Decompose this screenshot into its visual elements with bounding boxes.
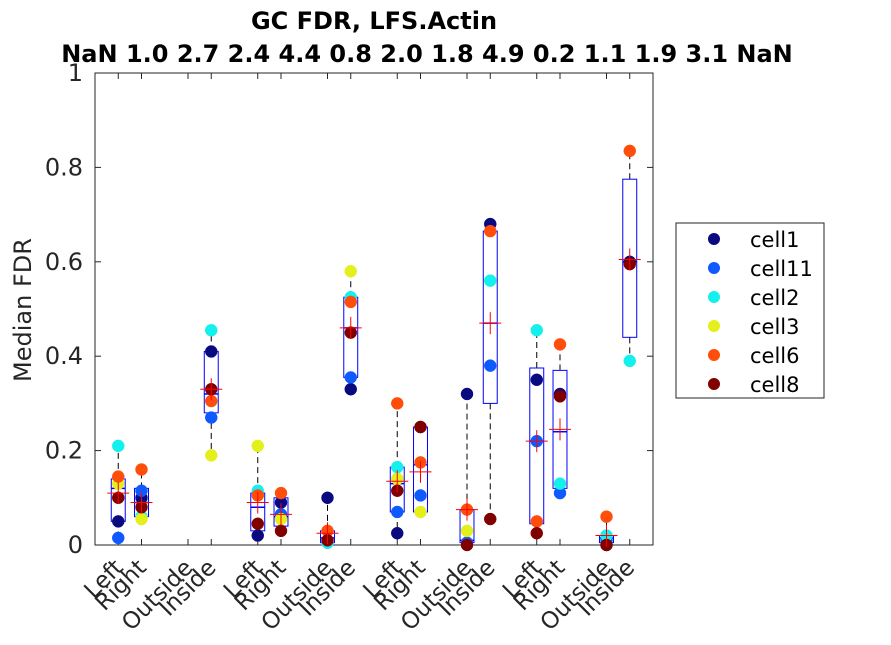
legend-box [675,222,825,399]
point-cell2 [484,274,497,287]
legend-marker-cell1 [708,233,720,245]
legend-marker-cell8 [708,378,720,390]
y-tick-label: 0 [68,531,83,559]
y-tick-label: 0.4 [45,342,83,370]
legend-marker-cell2 [708,291,720,303]
point-cell6 [530,515,543,528]
point-cell8 [414,420,427,434]
point-cell6 [112,470,125,483]
point-cell2 [205,323,218,337]
legend-label-cell8: cell8 [750,373,800,397]
axes-box [94,72,654,546]
point-cell8 [460,538,474,552]
point-cell2 [553,477,567,490]
y-tick-label: 0.6 [45,248,83,276]
point-cell1 [344,382,357,396]
point-cell1 [530,373,543,387]
point-cell8 [274,524,288,538]
legend-label-cell2: cell2 [750,286,800,310]
legend-label-cell1: cell1 [750,228,800,252]
point-cell11 [484,359,497,372]
point-cell8 [530,526,543,540]
point-cell3 [251,439,264,453]
point-cell1 [321,491,334,505]
point-cell1 [251,529,264,542]
point-cell3 [135,512,148,526]
point-cell6 [274,486,288,500]
y-tick-label: 1 [68,59,83,87]
point-cell1 [205,345,218,358]
point-cell11 [414,489,427,502]
point-cell3 [460,524,474,538]
point-cell8 [484,512,497,526]
point-cell1 [112,515,125,528]
point-cell11 [344,371,357,384]
point-cell6 [344,295,357,309]
plot-area: 00.20.40.60.81LeftRightOutsideInsideLeft… [45,59,654,636]
point-cell2 [623,354,636,368]
point-cell2 [112,439,125,453]
legend-marker-cell6 [708,349,720,361]
y-tick-label: 0.2 [45,437,83,465]
iqr-box [622,178,638,338]
chart-subtitle: NaN 1.0 2.7 2.4 4.4 0.8 2.0 1.8 4.9 0.2 … [61,40,793,68]
legend-label-cell3: cell3 [750,315,800,339]
point-cell11 [112,531,125,545]
point-cell6 [135,463,148,476]
chart-title: GC FDR, LFS.Actin [251,7,497,35]
point-cell11 [391,505,404,519]
legend-label-cell6: cell6 [750,344,800,368]
y-axis-label: Median FDR [9,238,37,382]
point-cell6 [553,338,567,351]
point-cell8 [251,517,264,531]
legend-label-cell11: cell11 [750,257,813,281]
legend-marker-cell11 [708,262,720,274]
point-cell3 [205,449,218,462]
legend-marker-cell3 [708,320,720,332]
point-cell6 [623,144,636,158]
y-tick-label: 0.8 [45,153,83,181]
point-cell2 [530,323,543,337]
point-cell6 [484,224,497,238]
point-cell11 [205,411,218,424]
legend: cell1 cell11 cell2 cell3 cell6 cell8 [675,222,825,399]
point-cell1 [460,387,474,401]
point-cell3 [414,505,427,519]
point-cell3 [344,264,357,278]
point-cell8 [553,390,567,403]
point-cell6 [391,397,404,410]
point-cell1 [391,526,404,540]
point-cell6 [600,510,613,523]
